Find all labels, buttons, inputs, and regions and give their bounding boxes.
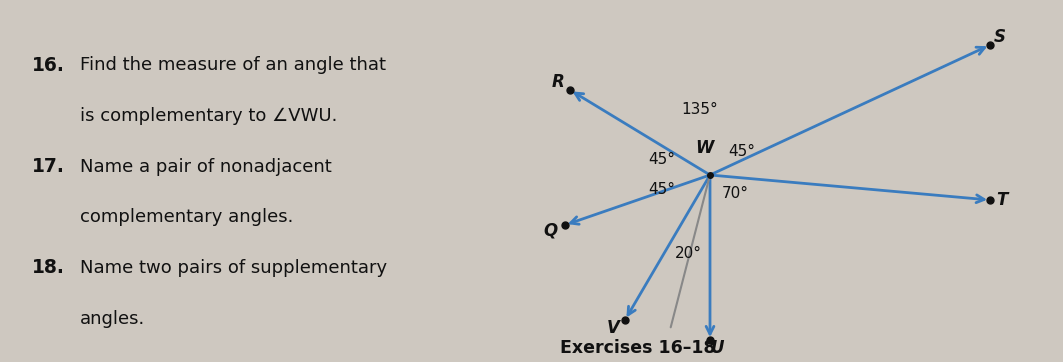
Text: Exercises 16–18: Exercises 16–18 <box>560 338 715 357</box>
Text: Name two pairs of supplementary: Name two pairs of supplementary <box>80 259 387 277</box>
Text: 70°: 70° <box>722 185 748 201</box>
Text: 135°: 135° <box>681 102 719 118</box>
Text: R: R <box>552 73 564 91</box>
Text: U: U <box>711 339 725 357</box>
Text: W: W <box>695 139 713 157</box>
Text: Name a pair of nonadjacent: Name a pair of nonadjacent <box>80 157 332 176</box>
Text: T: T <box>996 191 1008 209</box>
Text: Find the measure of an angle that: Find the measure of an angle that <box>80 56 386 74</box>
Text: 45°: 45° <box>648 152 675 168</box>
Text: 45°: 45° <box>728 144 756 160</box>
Text: 18.: 18. <box>32 258 65 277</box>
Text: Q: Q <box>543 221 557 239</box>
Text: 17.: 17. <box>32 157 65 176</box>
Text: complementary angles.: complementary angles. <box>80 208 293 226</box>
Text: is complementary to ∠VWU.: is complementary to ∠VWU. <box>80 107 337 125</box>
Text: S: S <box>994 28 1006 46</box>
Text: V: V <box>607 319 620 337</box>
Text: 16.: 16. <box>32 56 65 75</box>
Text: 45°: 45° <box>648 182 675 198</box>
Text: angles.: angles. <box>80 310 145 328</box>
Text: 20°: 20° <box>675 245 702 261</box>
